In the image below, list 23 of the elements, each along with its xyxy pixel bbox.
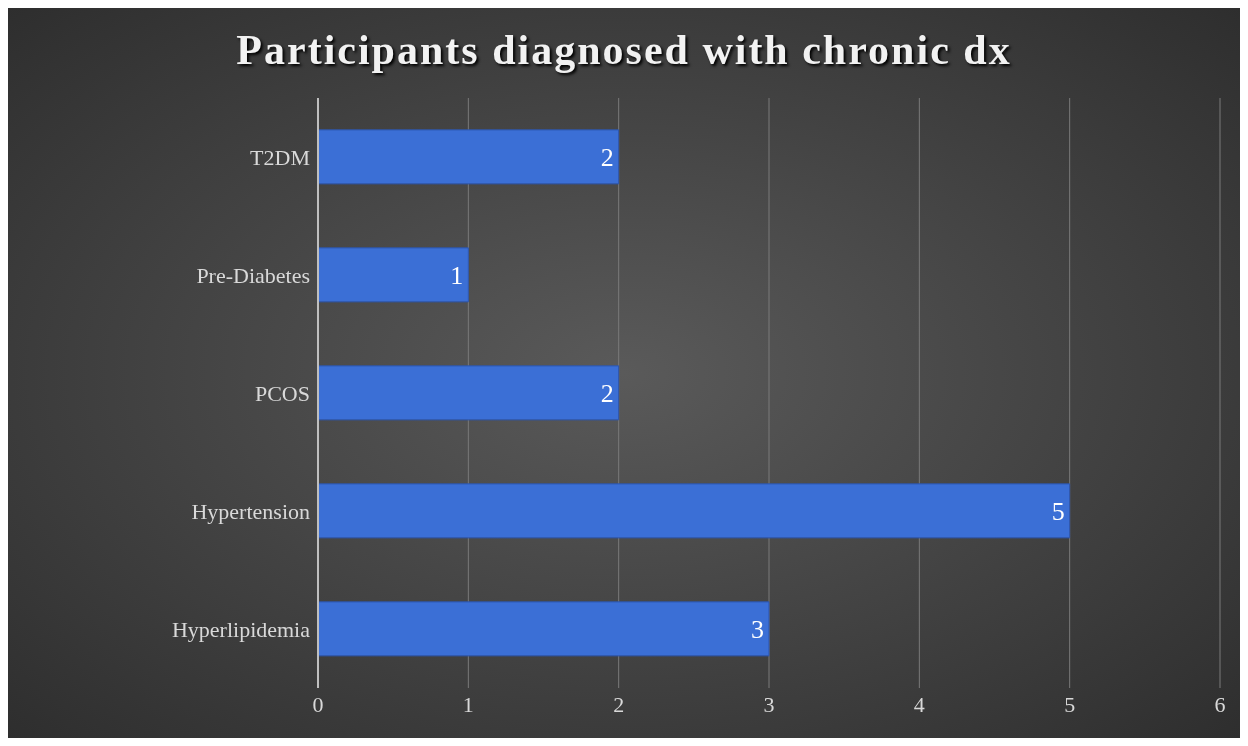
x-tick-label: 3 <box>763 691 775 717</box>
bar <box>318 247 469 303</box>
bar <box>318 129 620 185</box>
x-tick-label: 5 <box>1064 691 1076 717</box>
y-tick-label: Pre-Diabetes <box>196 262 310 288</box>
data-label: 2 <box>600 379 614 409</box>
x-tick-label: 4 <box>913 691 925 717</box>
chart-title: Participants diagnosed with chronic dx <box>235 26 1013 75</box>
y-tick-label: Hyperlipidemia <box>171 616 311 642</box>
y-tick-label: Hypertension <box>191 498 310 524</box>
data-label: 3 <box>751 615 764 645</box>
bar <box>318 601 770 657</box>
x-tick-label: 1 <box>462 691 474 717</box>
bar <box>318 483 1071 539</box>
y-tick-label: T2DM <box>250 144 310 170</box>
data-label: 2 <box>600 143 614 173</box>
x-tick-label: 0 <box>312 691 324 717</box>
x-tick-label: 2 <box>613 691 625 717</box>
data-label: 1 <box>450 261 464 291</box>
y-tick-label: PCOS <box>254 380 310 406</box>
x-tick-label: 6 <box>1214 691 1226 717</box>
data-label: 5 <box>1051 497 1065 527</box>
bar <box>318 365 620 421</box>
